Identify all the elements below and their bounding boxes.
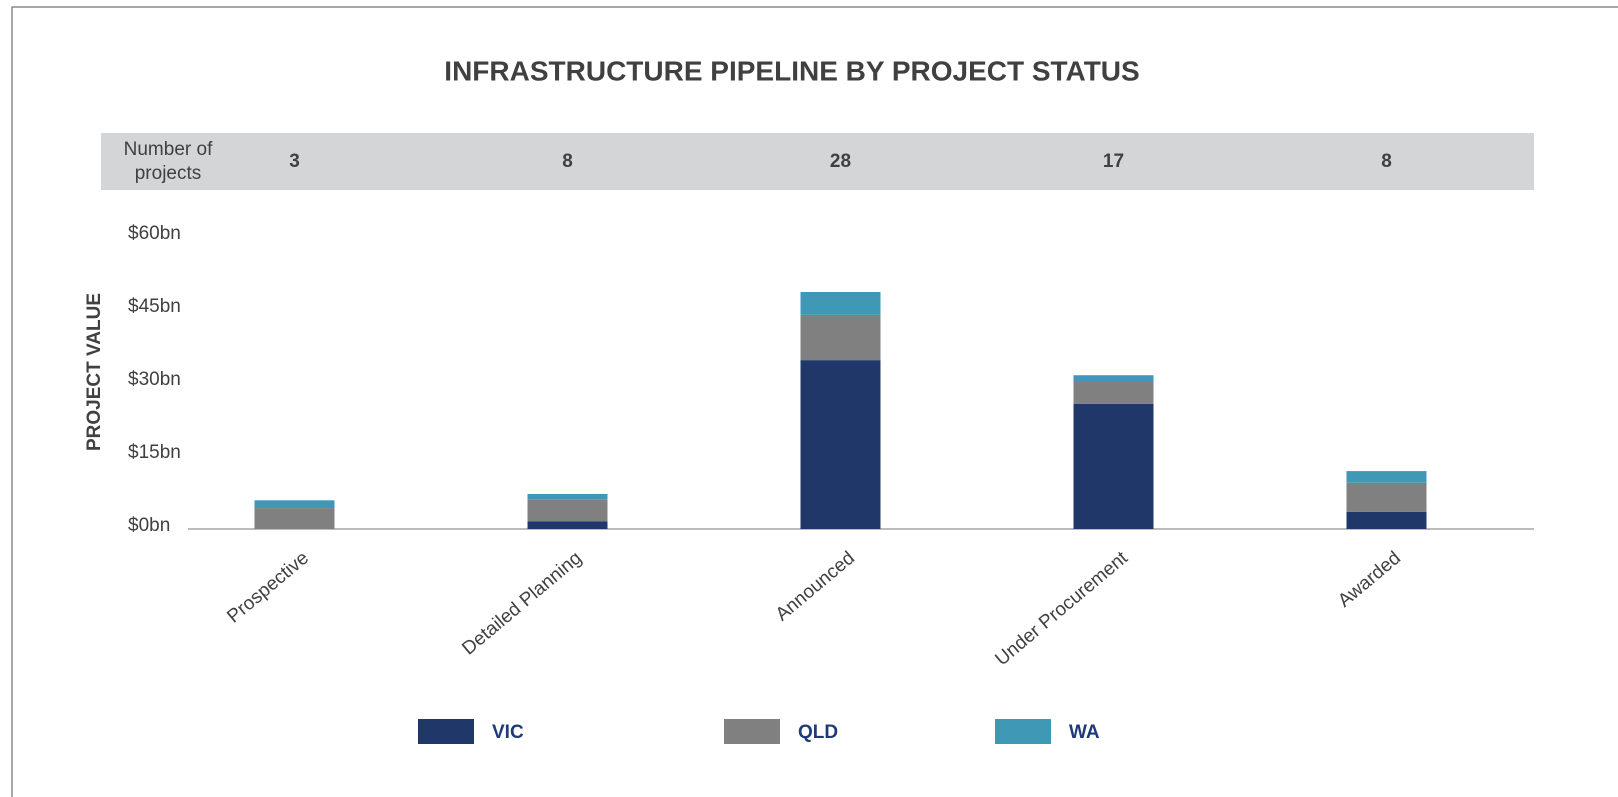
legend-label: VIC	[492, 722, 524, 743]
y-tick-label: $15bn	[128, 442, 181, 463]
legend-swatch	[724, 719, 780, 744]
bar-segment	[527, 493, 608, 500]
y-tick-label: $0bn	[128, 515, 170, 536]
x-tick-label: Announced	[772, 548, 859, 626]
frame	[11, 6, 1618, 797]
bar-segment	[1073, 375, 1154, 383]
x-tick-label: Awarded	[1334, 548, 1405, 612]
project-count: 17	[1103, 151, 1124, 172]
y-tick-label: $45bn	[128, 296, 181, 317]
y-tick-label: $30bn	[128, 369, 181, 390]
legend-swatch	[418, 719, 474, 744]
bar-segment	[1346, 511, 1427, 529]
count-band	[101, 133, 1534, 190]
project-count: 8	[1381, 151, 1392, 172]
x-tick-label: Detailed Planning	[458, 548, 586, 660]
legend-label: QLD	[798, 722, 838, 743]
project-count: 3	[289, 151, 300, 172]
bar-segment	[800, 291, 881, 315]
legend-swatch	[995, 719, 1051, 744]
bar-segment	[527, 521, 608, 529]
y-axis-title: PROJECT VALUE	[84, 293, 105, 451]
y-tick-label: $60bn	[128, 223, 181, 244]
project-count: 8	[562, 151, 573, 172]
bar-segment	[800, 360, 881, 529]
legend-label: WA	[1069, 722, 1100, 743]
bar-segment	[1073, 403, 1154, 529]
project-count: 28	[830, 151, 851, 172]
x-tick-label: Prospective	[223, 548, 313, 628]
bar-segment	[254, 508, 335, 529]
chart-title: INFRASTRUCTURE PIPELINE BY PROJECT STATU…	[444, 55, 1139, 86]
bar-segment	[1346, 471, 1427, 483]
bar-segment	[1346, 482, 1427, 512]
bar-segment	[800, 314, 881, 361]
bar-segment	[254, 500, 335, 509]
bar-segment	[527, 499, 608, 522]
x-tick-label: Under Procurement	[991, 547, 1132, 670]
bar-segment	[1073, 382, 1154, 404]
count-label: Number of projects	[123, 139, 213, 184]
